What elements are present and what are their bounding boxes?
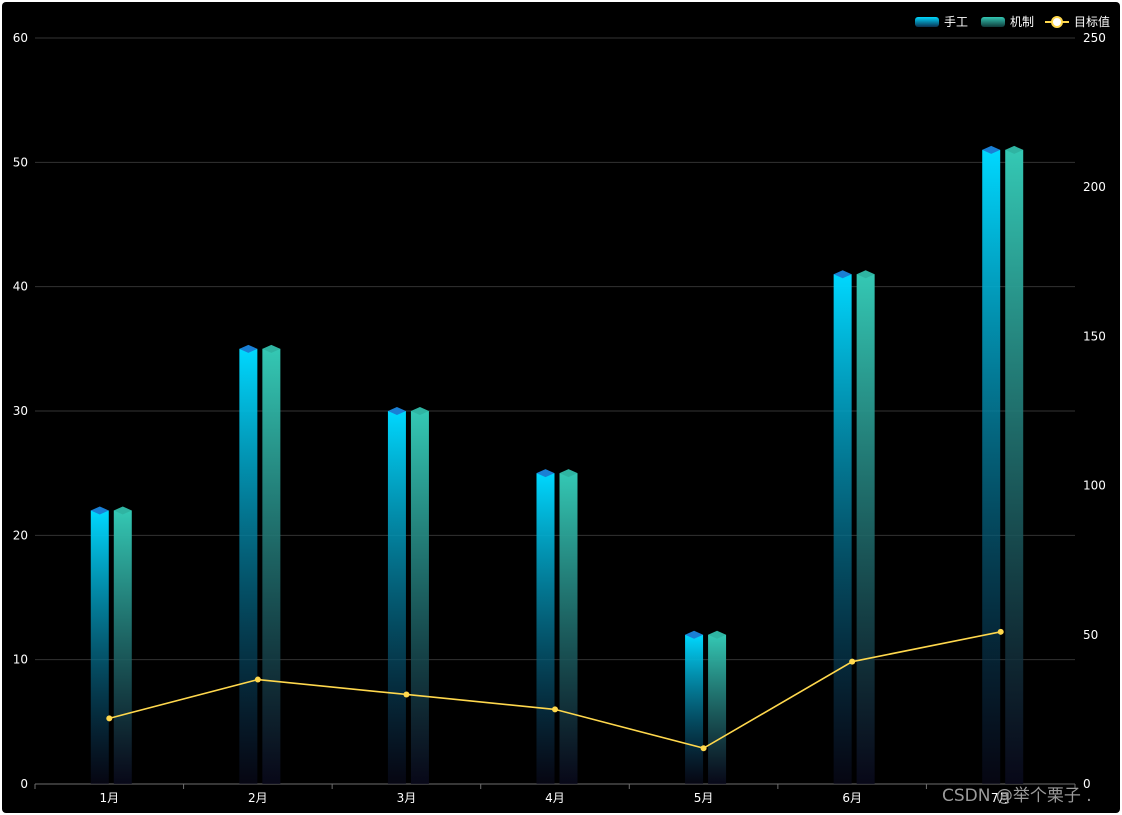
y-right-tick-label: 0 <box>1083 777 1091 791</box>
bar <box>536 473 555 784</box>
bar-cap <box>1005 145 1024 154</box>
y-right-tick-label: 250 <box>1083 31 1106 45</box>
bar-cap <box>262 344 281 353</box>
line-point <box>254 676 261 683</box>
bar <box>982 149 1001 784</box>
axes: 0 10 20 30 40 50 60 0 50 100 150 200 250 1月 2月 3月 4月 5月 6月… <box>13 31 1106 805</box>
line-point <box>849 658 856 665</box>
bar-cap <box>708 630 727 639</box>
bar <box>90 510 109 784</box>
bar-cap <box>685 630 704 639</box>
bar-cap <box>410 407 429 415</box>
x-tick-label: 5月 <box>694 791 714 805</box>
bar <box>410 411 429 784</box>
bar-cap <box>113 506 132 515</box>
y-left-tick-label: 10 <box>13 653 28 667</box>
line-point <box>106 715 113 722</box>
bar <box>1005 149 1024 784</box>
legend-label: 机制 <box>1010 15 1034 29</box>
y-left-tick-label: 60 <box>13 31 28 45</box>
bar <box>239 348 258 784</box>
y-right-tick-label: 50 <box>1083 628 1098 642</box>
legend-label: 手工 <box>944 15 968 29</box>
bar-cap <box>856 270 875 279</box>
bar <box>833 274 852 784</box>
y-right-tick-label: 200 <box>1083 180 1106 194</box>
bar-cap <box>387 407 406 415</box>
bar <box>113 510 132 784</box>
y-left-tick-label: 40 <box>13 280 28 294</box>
y-left-tick-label: 50 <box>13 155 28 169</box>
bar-cap <box>559 469 578 478</box>
line-series <box>106 628 1004 752</box>
x-tick-label: 3月 <box>397 791 417 805</box>
legend-label: 目标值 <box>1074 14 1110 29</box>
bar <box>685 634 704 784</box>
bar <box>387 411 406 784</box>
y-right-tick-label: 150 <box>1083 329 1106 343</box>
bar-cap <box>982 145 1001 154</box>
bar-cap <box>90 506 109 515</box>
grid-lines <box>35 37 1075 785</box>
x-tick-label: 1月 <box>99 791 119 805</box>
bar-cap <box>536 469 555 478</box>
legend-swatch <box>981 17 1005 27</box>
line-point <box>700 745 707 752</box>
x-tick-label: 7月 <box>991 791 1011 805</box>
x-tick-label: 4月 <box>545 791 565 805</box>
line-point <box>403 691 410 698</box>
legend-line-marker <box>1051 16 1063 28</box>
y-left-tick-label: 0 <box>20 777 28 791</box>
line-point <box>552 706 558 713</box>
watermark-text: CSDN @举个栗子 . <box>942 786 1092 806</box>
bar <box>856 274 875 784</box>
bar-cap <box>833 270 852 279</box>
x-tick-label: 6月 <box>842 791 862 805</box>
bar <box>559 473 578 784</box>
legend[interactable]: 手工 机制 目标值 <box>915 14 1110 29</box>
bar-cap <box>239 344 258 353</box>
y-left-tick-label: 30 <box>13 404 28 418</box>
bar <box>262 348 281 784</box>
y-left-tick-label: 20 <box>13 528 28 542</box>
line-point <box>997 628 1004 635</box>
legend-swatch <box>915 17 939 27</box>
y-right-tick-label: 100 <box>1083 479 1106 493</box>
x-tick-label: 2月 <box>248 791 268 805</box>
bar-series <box>90 145 1024 784</box>
bar <box>708 634 727 784</box>
